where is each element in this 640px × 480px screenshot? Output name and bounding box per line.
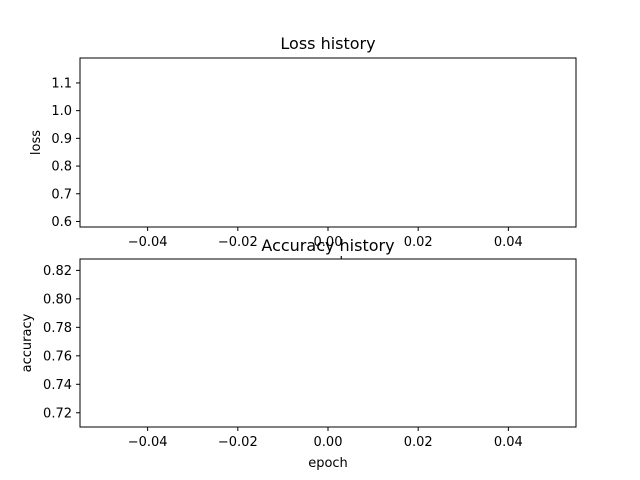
- loss-axes-frame: [79, 57, 577, 228]
- accuracy-y-tick-label: 0.80: [43, 292, 72, 307]
- loss-x-tick-label: −0.02: [218, 235, 258, 250]
- accuracy-x-tick-label: 0.04: [494, 435, 523, 450]
- accuracy-y-tick-label: 0.74: [43, 378, 72, 393]
- loss-subplot: −0.04 −0.02 0.00 0.02 0.04 0.6 0.7 0.8 0.9 1.0 1.1…: [29, 34, 577, 270]
- accuracy-y-tick-label: 0.76: [43, 349, 72, 364]
- loss-chart-title: Loss history: [280, 34, 375, 53]
- loss-y-tick-label: 0.7: [51, 187, 72, 202]
- loss-x-tick-label: 0.02: [404, 235, 433, 250]
- loss-y-tick-label: 1.1: [51, 76, 72, 91]
- accuracy-x-tick-label: −0.04: [128, 435, 168, 450]
- accuracy-chart-title: Accuracy history: [261, 236, 394, 255]
- accuracy-x-tick-label: 0.00: [314, 435, 343, 450]
- accuracy-y-tick-label: 0.82: [43, 264, 72, 279]
- accuracy-y-tick-label: 0.72: [43, 406, 72, 421]
- loss-x-tick-label: −0.04: [128, 235, 168, 250]
- accuracy-y-axis-label: accuracy: [20, 313, 35, 372]
- loss-x-tick-label: 0.00: [314, 235, 343, 250]
- loss-x-tick-label: 0.04: [494, 235, 523, 250]
- accuracy-x-tick-label: 0.02: [404, 435, 433, 450]
- accuracy-axes-frame: [79, 258, 577, 428]
- accuracy-subplot: −0.04 −0.02 0.00 0.02 0.04 0.72 0.74 0.76 0.78 0.…: [20, 236, 577, 471]
- loss-y-tick-label: 0.9: [51, 132, 72, 147]
- loss-y-tick-label: 0.8: [51, 160, 72, 175]
- loss-y-tick-label: 1.0: [51, 104, 72, 119]
- accuracy-x-tick-label: −0.02: [218, 435, 258, 450]
- loss-y-tick-label: 0.6: [51, 215, 72, 230]
- accuracy-y-tick-label: 0.78: [43, 321, 72, 336]
- accuracy-x-axis-label: epoch: [308, 456, 348, 471]
- loss-y-axis-label: loss: [29, 130, 44, 155]
